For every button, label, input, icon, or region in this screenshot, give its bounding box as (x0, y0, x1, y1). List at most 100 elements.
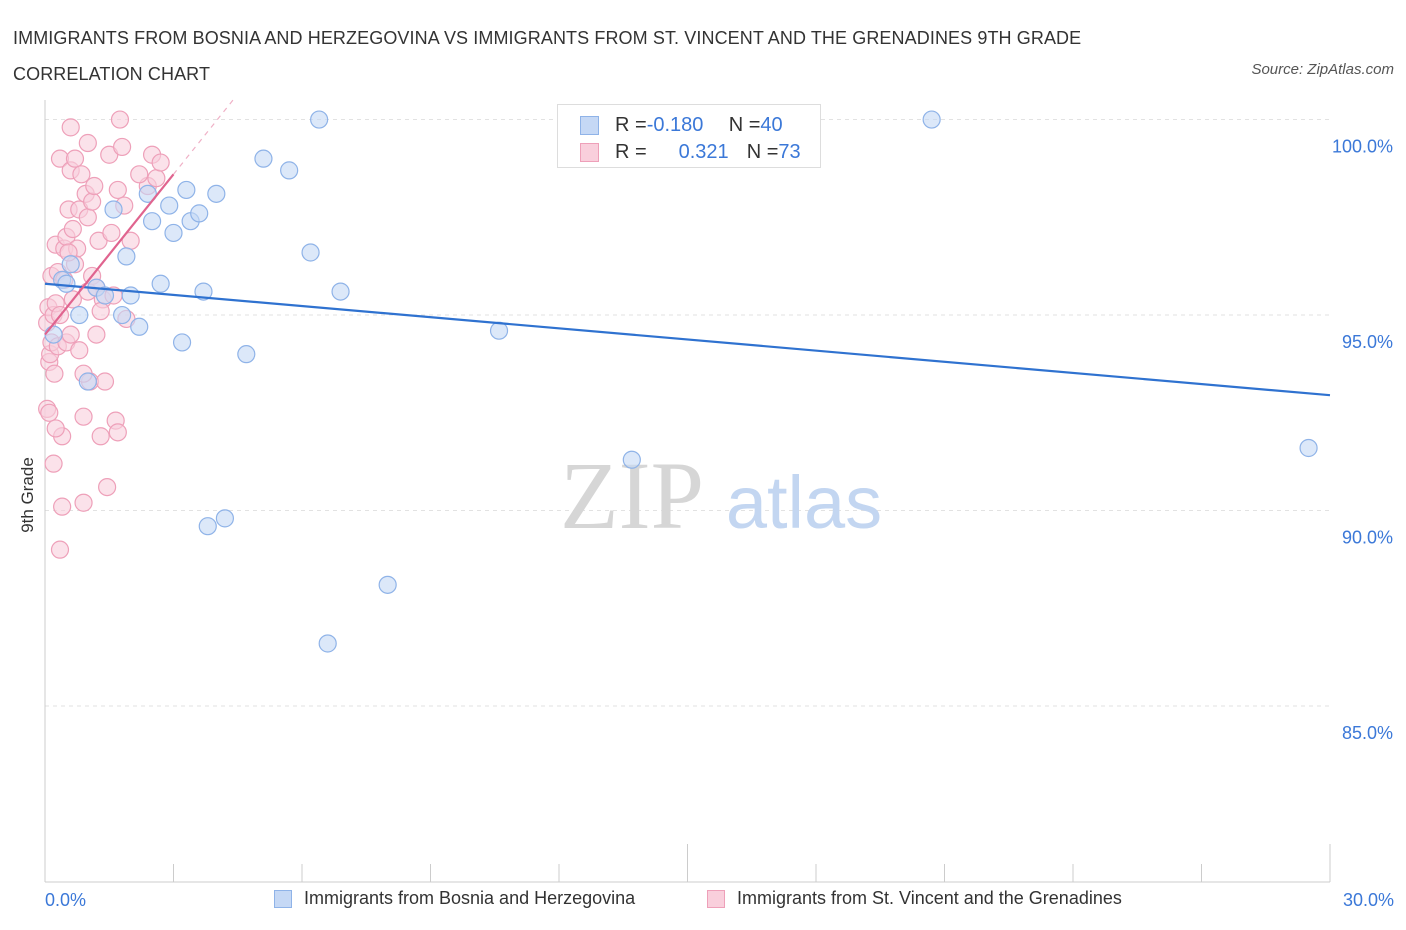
stats-row-pink: R = 0.321 N = 73 (580, 139, 801, 165)
data-point (70, 305, 89, 325)
data-point (61, 325, 80, 344)
data-point (172, 333, 192, 352)
data-point (95, 372, 115, 391)
data-point (98, 477, 117, 497)
data-point (622, 450, 641, 469)
data-point (91, 302, 110, 321)
chart-title: IMMIGRANTS FROM BOSNIA AND HERZEGOVINA V… (13, 28, 1082, 84)
stats-r-label: R = (615, 113, 647, 136)
y-tick-label: 100.0% (1332, 137, 1393, 157)
data-point (207, 184, 226, 203)
data-point (44, 325, 63, 344)
stats-r-value: -0.180 (646, 113, 704, 136)
data-point (310, 110, 329, 129)
trend-line-blue (44, 282, 1331, 397)
data-point (215, 509, 234, 528)
legend-item-pink: Immigrants from St. Vincent and the Gren… (707, 888, 1122, 909)
data-point (130, 165, 149, 184)
data-point (121, 286, 140, 305)
data-point (53, 497, 72, 516)
stats-swatch-pink (580, 142, 599, 162)
data-point (46, 419, 65, 438)
legend-item-blue: Immigrants from Bosnia and Herzegovina (274, 888, 635, 909)
data-point (57, 274, 76, 293)
watermark: ZIP atlas (560, 442, 882, 549)
data-point (254, 149, 273, 168)
data-point (61, 118, 80, 137)
data-point (138, 184, 157, 203)
data-point (1299, 438, 1318, 458)
x-tick-label-min: 0.0% (45, 890, 87, 910)
data-point (87, 325, 106, 344)
data-point (110, 110, 130, 129)
data-point (194, 282, 213, 301)
data-point (65, 149, 85, 168)
data-point (237, 345, 256, 364)
data-point (331, 282, 350, 301)
data-point (108, 423, 127, 442)
gridlines (45, 119, 1330, 707)
data-point (102, 223, 121, 243)
data-point (45, 364, 64, 383)
data-point (50, 540, 70, 559)
data-point (78, 133, 97, 153)
data-point (91, 427, 110, 446)
legend-swatch-blue (274, 889, 292, 908)
trend-line-pink-extension (173, 99, 234, 175)
data-point (72, 165, 91, 184)
stats-n-value: 40 (760, 113, 783, 136)
data-point (922, 110, 941, 129)
series-blue-points (44, 110, 1318, 653)
data-point (117, 247, 136, 266)
stats-swatch-blue (580, 115, 599, 135)
data-point (78, 208, 97, 227)
data-point (108, 180, 127, 200)
data-point (164, 223, 183, 243)
stats-n-value: 73 (778, 140, 801, 163)
y-tick-label: 95.0% (1342, 332, 1393, 352)
data-point (378, 575, 397, 594)
source-label: Source: ZipAtlas.com (1251, 61, 1394, 78)
data-point (301, 243, 320, 262)
data-point (142, 212, 162, 231)
data-point (112, 137, 132, 157)
data-point (74, 407, 93, 426)
data-point (151, 153, 170, 172)
data-point (198, 517, 217, 536)
data-point (190, 204, 209, 223)
data-point (280, 161, 299, 180)
legend-label-pink: Immigrants from St. Vincent and the Gren… (737, 888, 1122, 908)
trend-line-pink (44, 173, 175, 336)
data-point (318, 634, 337, 653)
stats-n-label: N = (746, 140, 779, 163)
data-point (78, 372, 97, 391)
data-point (44, 454, 63, 473)
data-point (61, 255, 80, 274)
stats-r-value: 0.321 (678, 140, 729, 163)
data-point (70, 341, 89, 360)
y-tick-label: 85.0% (1342, 723, 1393, 743)
data-point (130, 317, 149, 336)
data-point (104, 200, 123, 219)
stats-box: R = -0.180 N = 40 R = 0.321 N = 73 (557, 104, 821, 168)
axes (44, 100, 1331, 883)
data-point (147, 169, 166, 188)
stats-row-blue: R = -0.180 N = 40 (580, 112, 783, 138)
data-point (177, 180, 196, 200)
legend-label-blue: Immigrants from Bosnia and Herzegovina (304, 888, 636, 908)
data-point (83, 192, 102, 211)
x-tick-label-max: 30.0% (1342, 890, 1394, 910)
trend-lines (44, 99, 1331, 397)
data-point (95, 286, 115, 305)
data-point (74, 493, 93, 512)
watermark-atlas: atlas (726, 461, 882, 544)
data-point (151, 274, 170, 293)
legend-swatch-pink (707, 889, 725, 908)
y-tick-label: 90.0% (1342, 528, 1393, 548)
stats-n-label: N = (728, 113, 761, 136)
y-tick-labels: 85.0% 90.0% 95.0% 100.0% (1332, 137, 1393, 743)
stats-r-label: R = (615, 140, 647, 163)
data-point (112, 305, 132, 325)
data-point (160, 196, 179, 215)
